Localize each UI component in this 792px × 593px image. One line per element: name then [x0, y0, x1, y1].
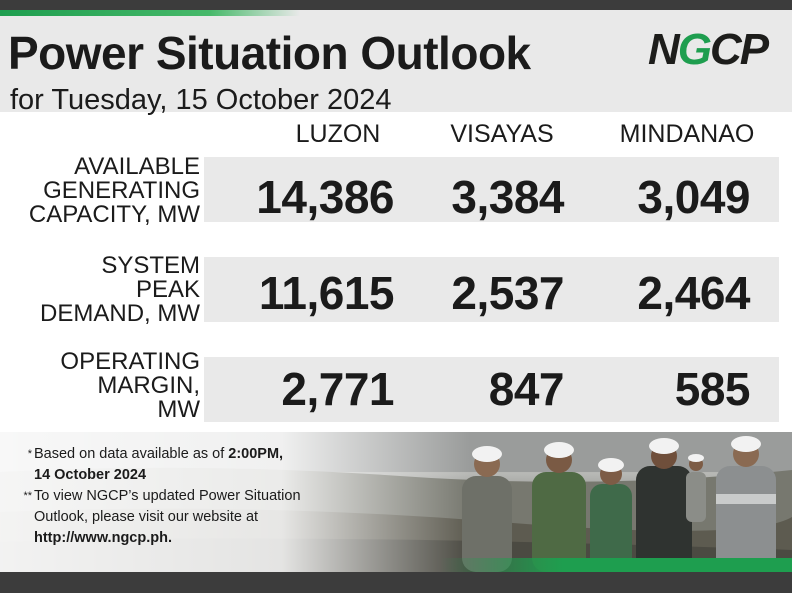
- row-label-line: PEAK: [135, 276, 200, 303]
- row-operating-margin-panel: [204, 357, 779, 422]
- row-label-line: AVAILABLE: [74, 153, 200, 180]
- linemen-crew-photo: [440, 432, 792, 572]
- footnote-line: Based on data available as of 2:00PM,: [34, 444, 283, 465]
- footnote-asterisk: *: [27, 448, 32, 460]
- footnote-date: 14 October 2024: [34, 467, 147, 483]
- crew-illustration: [462, 436, 776, 572]
- ngcp-logo: NGCP: [648, 28, 780, 72]
- row-label-line: MARGIN,: [97, 372, 200, 399]
- page-title: Power Situation Outlook: [8, 27, 531, 79]
- row-label-peak-demand: SYSTEM PEAK DEMAND, MW: [0, 254, 200, 326]
- value-mindanao-demand: 2,464: [637, 267, 750, 319]
- footnote-line: To view NGCP’s updated Power Situation: [34, 488, 301, 504]
- row-label-line: CAPACITY, MW: [28, 201, 200, 228]
- value-visayas-capacity: 3,384: [451, 171, 564, 223]
- footnote-website: ** To view NGCP’s updated Power Situatio…: [23, 486, 301, 549]
- row-peak-demand-panel: [204, 257, 779, 322]
- column-header-luzon: LUZON: [295, 120, 381, 148]
- footnote-double-asterisk: **: [23, 490, 32, 502]
- row-label-line: OPERATING: [60, 348, 200, 375]
- row-label-line: MW: [157, 396, 200, 423]
- footer-text-wash: [0, 432, 470, 572]
- value-luzon-margin: 2,771: [281, 363, 394, 415]
- footnote-line: http://www.ngcp.ph.: [34, 528, 301, 549]
- row-label-operating-margin: OPERATING MARGIN, MW: [0, 350, 200, 422]
- column-header-mindanao: MINDANAO: [619, 120, 755, 148]
- bottom-green-accent: [440, 558, 792, 572]
- row-label-available-capacity: AVAILABLE GENERATING CAPACITY, MW: [0, 155, 200, 227]
- footnote-time: 2:00PM,: [228, 446, 284, 462]
- column-header-visayas: VISAYAS: [450, 120, 554, 148]
- row-label-line: DEMAND, MW: [40, 300, 200, 327]
- value-luzon-capacity: 14,386: [256, 171, 394, 223]
- value-visayas-demand: 2,537: [451, 267, 564, 319]
- page-subtitle: for Tuesday, 15 October 2024: [10, 84, 392, 116]
- bottom-dark-bar: [0, 572, 792, 593]
- top-green-accent: [0, 10, 300, 16]
- footnote-line: Outlook, please visit our website at: [34, 509, 259, 525]
- value-mindanao-margin: 585: [674, 363, 751, 415]
- value-mindanao-capacity: 3,049: [637, 171, 750, 223]
- header-band: Power Situation Outlook for Tuesday, 15 …: [0, 10, 792, 116]
- footnote-line: 14 October 2024: [34, 465, 283, 486]
- footnote-data-as-of: * Based on data available as of 2:00PM, …: [28, 444, 283, 486]
- row-label-line: GENERATING: [43, 177, 200, 204]
- top-dark-bar: [0, 0, 792, 10]
- website-link[interactable]: http://www.ngcp.ph.: [34, 530, 172, 546]
- value-visayas-margin: 847: [488, 363, 565, 415]
- ngcp-logo-text: NGCP: [648, 25, 769, 74]
- row-available-capacity-panel: [204, 157, 779, 222]
- value-luzon-demand: 11,615: [258, 267, 395, 319]
- footnote-text: Based on data available as of: [34, 446, 229, 462]
- row-label-line: SYSTEM: [101, 252, 200, 279]
